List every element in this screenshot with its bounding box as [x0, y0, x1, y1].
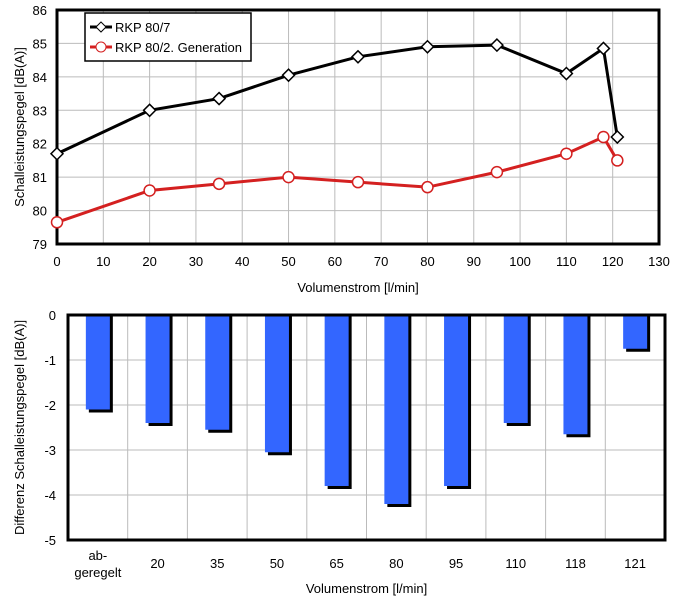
x-tick-label: 30: [189, 254, 203, 269]
y-tick-label: 80: [33, 204, 47, 219]
x-tick-label: 100: [509, 254, 531, 269]
plot-frame: [55, 8, 661, 246]
circle-icon: [95, 41, 107, 53]
data-point: [143, 184, 156, 197]
y-tick-label: 83: [33, 103, 47, 118]
x-tick-label: 95: [449, 556, 463, 571]
series-line: [56, 43, 619, 156]
x-axis-label: Volumenstrom [l/min]: [297, 280, 418, 295]
y-tick-label: 79: [33, 237, 47, 252]
x-tick-label: 20: [150, 556, 164, 571]
data-point: [142, 103, 157, 118]
data-point: [421, 180, 434, 194]
x-tick-label: 50: [270, 556, 284, 571]
x-tick-label: ab-: [88, 548, 107, 563]
bar: [563, 315, 588, 435]
legend-label: RKP 80/2. Generation: [115, 40, 242, 55]
y-tick-label: 85: [33, 36, 47, 51]
legend-label: RKP 80/7: [115, 20, 170, 35]
data-point: [611, 154, 624, 167]
data-point: [351, 175, 365, 189]
x-tick-label: 10: [96, 254, 110, 269]
x-tick-label: 120: [602, 254, 624, 269]
data-point: [490, 165, 504, 179]
data-point: [610, 129, 625, 145]
y-axis-label: Differenz Schalleistungspegel [dB(A)]: [12, 320, 27, 535]
data-point: [597, 130, 610, 144]
bar: [503, 315, 528, 423]
x-tick-label: 65: [329, 556, 343, 571]
x-tick-label: 80: [389, 556, 403, 571]
bar: [384, 315, 409, 504]
y-tick-label: -2: [44, 398, 56, 413]
y-tick-label: -5: [44, 533, 56, 548]
data-point: [596, 41, 611, 56]
diamond-icon: [95, 21, 107, 33]
x-tick-label: 70: [374, 254, 388, 269]
data-point: [281, 68, 296, 83]
plot-frame: [66, 313, 667, 542]
y-tick-label: 81: [33, 170, 47, 185]
legend-box: [84, 12, 252, 62]
data-point: [420, 39, 435, 54]
data-point: [560, 147, 573, 160]
x-axis-label: Volumenstrom [l/min]: [306, 581, 427, 596]
bar: [444, 315, 469, 486]
data-point: [489, 38, 504, 53]
x-tick-label: 0: [53, 254, 60, 269]
data-point: [212, 177, 226, 191]
y-tick-label: 0: [49, 308, 56, 323]
bar: [324, 315, 349, 486]
y-tick-label: -3: [44, 443, 56, 458]
x-tick-label: 50: [281, 254, 295, 269]
y-tick-label: -4: [44, 488, 56, 503]
x-tick-label: 118: [565, 556, 586, 571]
bar: [205, 315, 230, 430]
data-point: [50, 216, 64, 229]
x-tick-label: 110: [556, 254, 577, 269]
x-tick-label: 20: [142, 254, 156, 269]
bar: [264, 315, 289, 453]
data-point: [559, 66, 574, 81]
data-point: [49, 146, 65, 161]
y-tick-label: 82: [33, 137, 47, 152]
data-point: [282, 170, 295, 184]
y-tick-label: 84: [33, 70, 47, 85]
x-tick-label: 121: [624, 556, 646, 571]
series-line: [56, 135, 619, 224]
legend: [84, 12, 252, 62]
x-tick-label: 130: [648, 254, 670, 269]
bar: [623, 315, 648, 349]
x-tick-label: 110: [505, 556, 526, 571]
x-tick-label: 80: [420, 254, 434, 269]
y-tick-label: 86: [33, 3, 47, 18]
x-tick-label: 90: [467, 254, 481, 269]
data-point: [350, 49, 366, 64]
x-tick-label: 35: [210, 556, 224, 571]
x-tick-label: 60: [328, 254, 342, 269]
data-point: [212, 91, 227, 106]
y-tick-label: -1: [44, 353, 56, 368]
x-tick-label: geregelt: [74, 565, 121, 580]
bar: [145, 315, 170, 423]
x-tick-label: 40: [235, 254, 249, 269]
y-axis-label: Schalleistungspegel [dB(A)]: [12, 47, 27, 207]
bar: [85, 315, 110, 410]
